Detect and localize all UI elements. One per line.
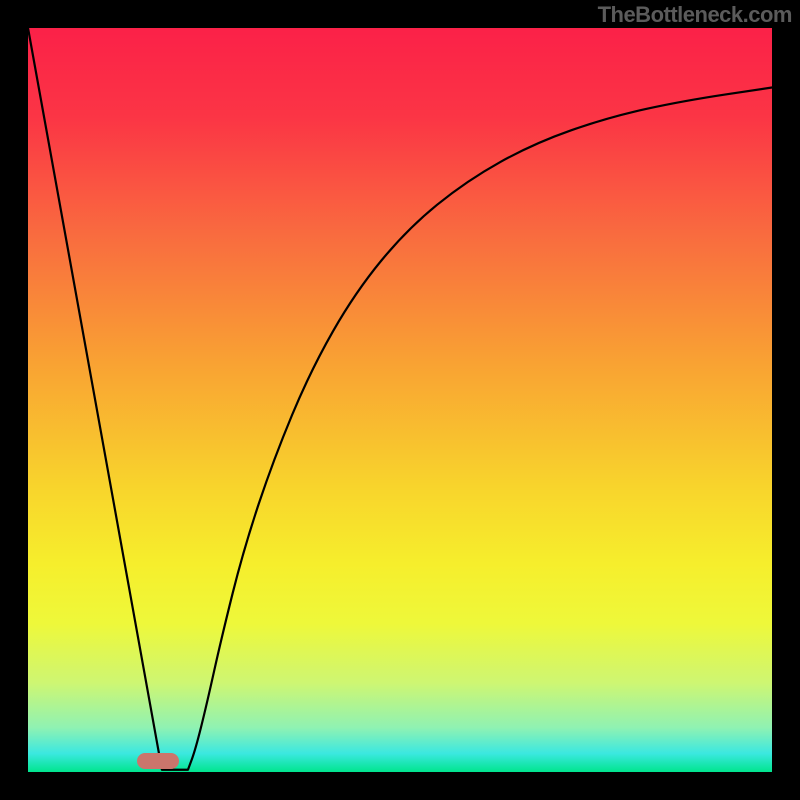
chart-svg <box>28 28 772 772</box>
gradient-background <box>28 28 772 772</box>
plot-area <box>28 28 772 772</box>
chart-frame: TheBottleneck.com <box>0 0 800 800</box>
watermark-text: TheBottleneck.com <box>598 2 792 28</box>
optimal-marker <box>137 753 179 769</box>
